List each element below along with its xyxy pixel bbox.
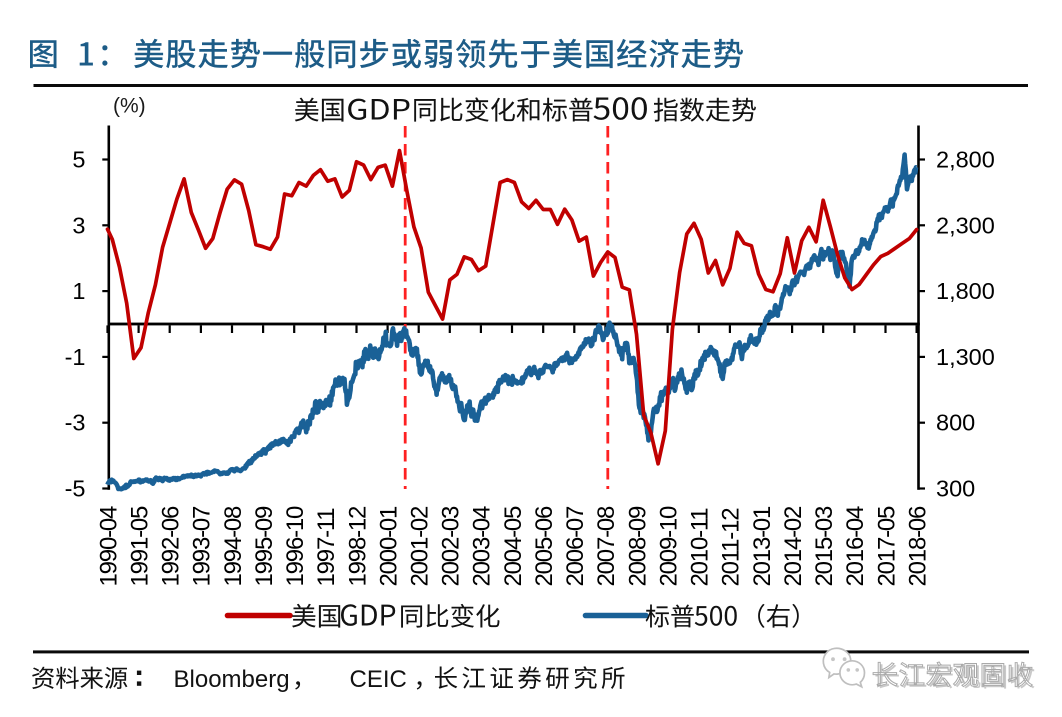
svg-text:1996-10: 1996-10 [282,506,309,587]
svg-text:2013-01: 2013-01 [749,506,776,587]
svg-text:2015-03: 2015-03 [811,506,838,587]
svg-text:2014-02: 2014-02 [780,506,807,587]
svg-text:1991-05: 1991-05 [126,506,153,587]
svg-text:2018-06: 2018-06 [904,506,931,587]
svg-text:2006-07: 2006-07 [562,506,589,587]
svg-text:2003-04: 2003-04 [469,506,496,587]
svg-text:2007-08: 2007-08 [593,506,620,587]
svg-text:2005-06: 2005-06 [531,506,558,587]
svg-text:2004-05: 2004-05 [500,506,527,587]
svg-text:5: 5 [72,147,85,173]
svg-text:1993-07: 1993-07 [189,506,216,587]
svg-text:1,800: 1,800 [936,278,995,304]
svg-text:1997-11: 1997-11 [313,508,340,587]
svg-text:2009-10: 2009-10 [655,506,682,587]
svg-text:1990-04: 1990-04 [95,506,122,587]
svg-text:2016-04: 2016-04 [842,506,869,587]
svg-text:2001-02: 2001-02 [407,506,434,587]
svg-text:1992-06: 1992-06 [158,506,185,587]
svg-text:1,300: 1,300 [936,344,995,370]
svg-text:2,800: 2,800 [936,147,995,173]
svg-text:2002-03: 2002-03 [438,506,465,587]
svg-text:2008-09: 2008-09 [624,506,651,587]
svg-text:1: 1 [72,278,85,304]
svg-text:2011-12: 2011-12 [718,508,745,587]
svg-text:1995-09: 1995-09 [251,506,278,587]
svg-text:2000-01: 2000-01 [375,506,402,587]
svg-text:2010-11: 2010-11 [687,508,714,587]
svg-text:2017-05: 2017-05 [873,506,900,587]
svg-text:300: 300 [936,476,975,502]
svg-text:-3: -3 [65,410,86,436]
svg-text:Bloomberg: Bloomberg [174,666,290,693]
svg-text:800: 800 [936,410,975,436]
svg-text:-1: -1 [65,344,86,370]
svg-text:3: 3 [72,212,85,238]
svg-text:CEIC: CEIC [350,666,407,693]
svg-text:2,300: 2,300 [936,212,995,238]
svg-text:1994-08: 1994-08 [220,506,247,587]
svg-text:(%): (%) [113,95,146,118]
svg-text:-5: -5 [65,476,86,502]
svg-text:1998-12: 1998-12 [344,506,371,587]
